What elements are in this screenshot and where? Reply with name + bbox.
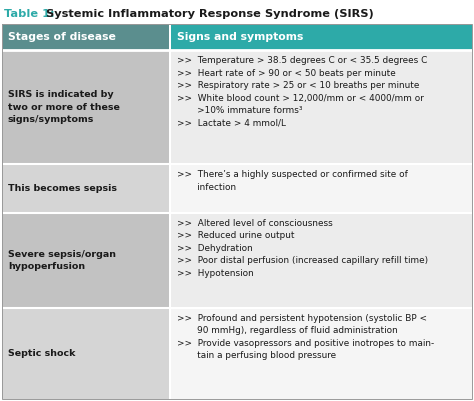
Bar <box>2 308 169 399</box>
Text: Septic shock: Septic shock <box>8 349 75 358</box>
Bar <box>171 213 472 308</box>
Bar <box>2 50 169 164</box>
Text: >>  Temperature > 38.5 degrees C or < 35.5 degrees C
>>  Heart rate of > 90 or <: >> Temperature > 38.5 degrees C or < 35.… <box>177 56 427 128</box>
Bar <box>2 164 169 213</box>
Text: SIRS is indicated by
two or more of these
signs/symptoms: SIRS is indicated by two or more of thes… <box>8 90 120 124</box>
Text: Signs and symptoms: Signs and symptoms <box>177 32 303 42</box>
Bar <box>171 308 472 399</box>
Text: Severe sepsis/organ
hypoperfusion: Severe sepsis/organ hypoperfusion <box>8 249 116 271</box>
Text: >>  Altered level of consciousness
>>  Reduced urine output
>>  Dehydration
>>  : >> Altered level of consciousness >> Red… <box>177 219 428 278</box>
Bar <box>171 24 472 50</box>
Text: This becomes sepsis: This becomes sepsis <box>8 184 117 193</box>
Bar <box>171 50 472 164</box>
Bar <box>2 213 169 308</box>
Bar <box>171 164 472 213</box>
Bar <box>169 50 171 164</box>
Text: Systemic Inflammatory Response Syndrome (SIRS): Systemic Inflammatory Response Syndrome … <box>46 9 374 19</box>
Bar <box>169 213 171 308</box>
Text: >>  Profound and persistent hypotension (systolic BP <
       90 mmHg), regardle: >> Profound and persistent hypotension (… <box>177 314 434 360</box>
Bar <box>2 24 169 50</box>
Bar <box>169 308 171 399</box>
Text: Table 1:: Table 1: <box>4 9 59 19</box>
Text: Stages of disease: Stages of disease <box>8 32 116 42</box>
Text: >>  There’s a highly suspected or confirmed site of
       infection: >> There’s a highly suspected or confirm… <box>177 170 408 192</box>
Bar <box>169 164 171 213</box>
